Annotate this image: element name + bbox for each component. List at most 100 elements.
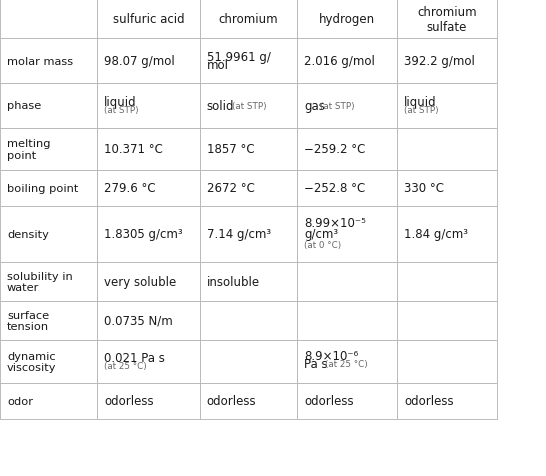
Bar [397,301,497,340]
Text: 1857 °C: 1857 °C [207,143,254,156]
Bar [0,383,97,419]
Text: surface
tension: surface tension [7,310,49,332]
Text: odorless: odorless [207,395,257,407]
Text: (at 25 °C): (at 25 °C) [325,359,367,368]
Bar [297,0,397,39]
Bar [397,262,497,301]
Bar [0,39,97,84]
Text: melting
point: melting point [7,139,50,160]
Text: 0.0735 N/m: 0.0735 N/m [104,314,173,327]
Bar [0,262,97,301]
Bar [0,129,97,170]
Text: odorless: odorless [404,395,454,407]
Text: boiling point: boiling point [7,183,79,193]
Bar [97,262,200,301]
Text: (at STP): (at STP) [104,106,139,115]
Text: liquid: liquid [104,96,137,109]
Text: gas: gas [304,99,325,113]
Text: 10.371 °C: 10.371 °C [104,143,163,156]
Bar [297,84,397,129]
Text: 7.14 g/cm³: 7.14 g/cm³ [207,228,271,241]
Text: 330 °C: 330 °C [404,182,444,195]
Bar [397,340,497,383]
Bar [97,39,200,84]
Bar [200,340,297,383]
Bar [200,206,297,262]
Bar [200,170,297,206]
Bar [397,206,497,262]
Text: solid: solid [207,99,234,113]
Text: density: density [7,229,49,239]
Bar [97,301,200,340]
Text: 8.9×10⁻⁶: 8.9×10⁻⁶ [304,349,358,362]
Text: 0.021 Pa s: 0.021 Pa s [104,351,165,365]
Text: phase: phase [7,101,41,111]
Bar [297,206,397,262]
Text: −259.2 °C: −259.2 °C [304,143,365,156]
Bar [97,0,200,39]
Bar [97,206,200,262]
Text: 1.8305 g/cm³: 1.8305 g/cm³ [104,228,183,241]
Bar [97,129,200,170]
Bar [97,340,200,383]
Text: (at 25 °C): (at 25 °C) [104,362,147,371]
Text: odor: odor [7,396,33,406]
Text: −252.8 °C: −252.8 °C [304,182,365,195]
Bar [0,84,97,129]
Bar [200,39,297,84]
Bar [0,0,97,39]
Bar [0,206,97,262]
Bar [297,340,397,383]
Text: 8.99×10⁻⁵: 8.99×10⁻⁵ [304,217,366,229]
Bar [397,84,497,129]
Bar [397,170,497,206]
Bar [297,262,397,301]
Bar [200,0,297,39]
Bar [200,301,297,340]
Text: (at STP): (at STP) [404,106,438,115]
Text: Pa s: Pa s [304,357,328,370]
Text: g/cm³: g/cm³ [304,228,338,241]
Bar [297,383,397,419]
Text: mol: mol [207,60,229,72]
Bar [297,129,397,170]
Bar [397,383,497,419]
Bar [0,301,97,340]
Text: insoluble: insoluble [207,275,260,288]
Text: chromium: chromium [218,13,278,26]
Bar [200,129,297,170]
Bar [200,383,297,419]
Bar [397,0,497,39]
Bar [200,84,297,129]
Bar [297,301,397,340]
Bar [397,39,497,84]
Text: liquid: liquid [404,96,437,109]
Text: 98.07 g/mol: 98.07 g/mol [104,55,175,68]
Bar [200,262,297,301]
Bar [0,340,97,383]
Text: 51.9961 g/: 51.9961 g/ [207,50,271,63]
Text: sulfuric acid: sulfuric acid [112,13,185,26]
Bar [97,383,200,419]
Text: odorless: odorless [304,395,354,407]
Text: 2672 °C: 2672 °C [207,182,255,195]
Text: 2.016 g/mol: 2.016 g/mol [304,55,375,68]
Text: molar mass: molar mass [7,57,73,66]
Text: hydrogen: hydrogen [319,13,375,26]
Bar [97,170,200,206]
Bar [297,170,397,206]
Text: 279.6 °C: 279.6 °C [104,182,156,195]
Text: 392.2 g/mol: 392.2 g/mol [404,55,475,68]
Bar [297,39,397,84]
Text: dynamic
viscosity: dynamic viscosity [7,351,56,373]
Bar [97,84,200,129]
Text: (at STP): (at STP) [232,102,266,110]
Bar [397,129,497,170]
Text: very soluble: very soluble [104,275,176,288]
Text: (at 0 °C): (at 0 °C) [304,241,341,250]
Text: solubility in
water: solubility in water [7,271,73,293]
Text: chromium
sulfate: chromium sulfate [417,6,477,33]
Text: (at STP): (at STP) [321,102,355,110]
Bar [0,170,97,206]
Text: odorless: odorless [104,395,154,407]
